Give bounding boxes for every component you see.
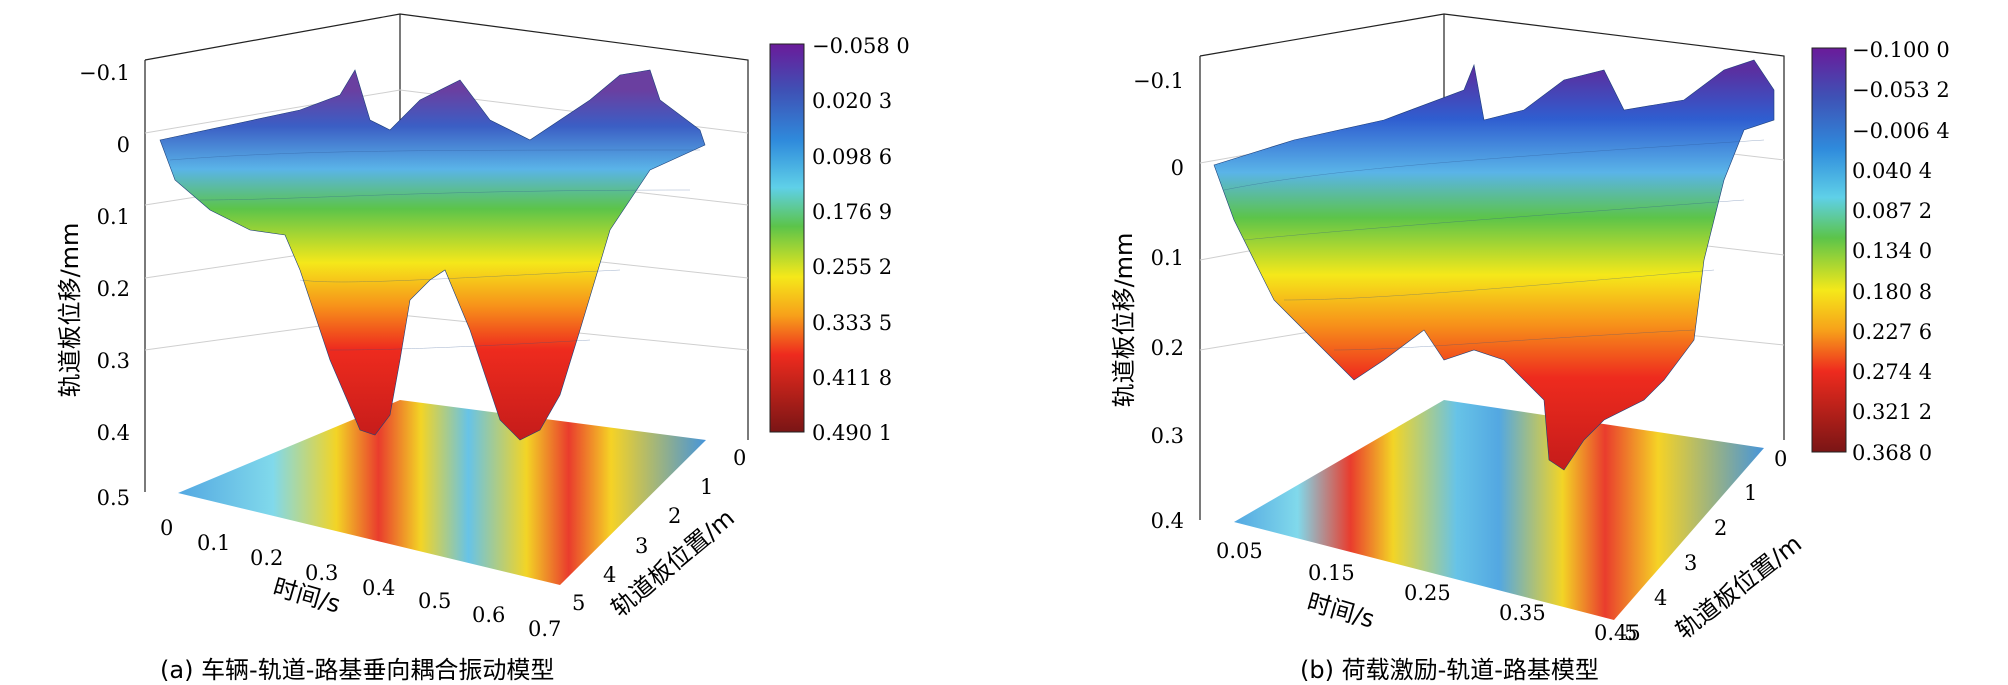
x-tick: 0.35 <box>1499 601 1546 625</box>
y-tick: 4 <box>1654 586 1667 610</box>
x-tick: 0.7 <box>528 617 561 641</box>
z-tick: −0.1 <box>79 61 130 85</box>
y-tick: 5 <box>1624 621 1637 645</box>
z-tick: 0.4 <box>97 421 130 445</box>
colorbar-tick: 0.176 9 <box>812 200 892 224</box>
x-tick: 0.1 <box>197 531 230 555</box>
caption-a: (a) 车辆-轨道-路基垂向耦合振动模型 <box>160 656 555 684</box>
colorbar-tick: −0.058 0 <box>812 34 910 58</box>
x-tick: 0 <box>160 516 173 540</box>
colorbar-b <box>1811 47 1847 453</box>
x-tick: 0.5 <box>418 589 451 613</box>
z-tick: 0.2 <box>97 277 130 301</box>
x-ticks-b: 0.05 0.15 0.25 0.35 0.45 <box>1216 539 1641 645</box>
z-axis-label-b: 轨道板位移/mm <box>1110 233 1138 408</box>
colorbar-tick: 0.333 5 <box>812 311 892 335</box>
panel-a: −0.1 0 0.1 0.2 0.3 0.4 0.5 轨道板位移/mm 0 0.… <box>56 13 910 684</box>
x-tick: 0.05 <box>1216 539 1263 563</box>
colorbar-tick: 0.368 0 <box>1852 441 1932 465</box>
contour-floor-b <box>1234 400 1764 620</box>
panel-b: −0.1 0 0.1 0.2 0.3 0.4 轨道板位移/mm 0.05 0.1… <box>1004 0 2008 685</box>
surface-b <box>1213 59 1775 471</box>
colorbar-tick: 0.040 4 <box>1852 159 1932 183</box>
z-tick: 0 <box>117 133 130 157</box>
y-tick: 2 <box>1714 516 1727 540</box>
z-ticks-b: −0.1 0 0.1 0.2 0.3 0.4 <box>1133 69 1184 533</box>
y-ticks-b: 5 4 3 2 1 0 <box>1624 447 1787 645</box>
z-tick: 0.5 <box>97 486 130 510</box>
z-ticks-a: −0.1 0 0.1 0.2 0.3 0.4 0.5 <box>79 61 130 510</box>
colorbar-tick: 0.255 2 <box>812 255 892 279</box>
colorbar-ticks-b: −0.100 0 −0.053 2 −0.006 4 0.040 4 0.087… <box>1852 38 1950 465</box>
y-tick: 0 <box>733 446 746 470</box>
x-tick: 0.3 <box>305 561 338 585</box>
y-tick: 5 <box>572 591 585 615</box>
colorbar-tick: −0.100 0 <box>1852 38 1950 62</box>
colorbar-tick: 0.490 1 <box>812 421 892 445</box>
colorbar-tick: 0.020 3 <box>812 89 892 113</box>
colorbar-tick: −0.053 2 <box>1852 78 1950 102</box>
surface-chart-a: −0.1 0 0.1 0.2 0.3 0.4 0.5 轨道板位移/mm 0 0.… <box>56 13 910 641</box>
z-axis-label-a: 轨道板位移/mm <box>56 223 84 398</box>
colorbar-a <box>769 43 805 433</box>
x-ticks-a: 0 0.1 0.2 0.3 0.4 0.5 0.6 0.7 <box>160 516 561 641</box>
y-tick: 3 <box>1684 551 1697 575</box>
z-tick: 0.4 <box>1151 509 1184 533</box>
x-axis-label-b: 时间/s <box>1304 588 1378 634</box>
colorbar-tick: −0.006 4 <box>1852 119 1950 143</box>
caption-b: (b) 荷载激励-轨道-路基模型 <box>1300 656 1599 684</box>
y-axis-label-b: 轨道板位置/m <box>1670 529 1807 644</box>
colorbar-tick: 0.180 8 <box>1852 280 1932 304</box>
z-tick: 0.1 <box>97 205 130 229</box>
y-tick: 1 <box>1744 481 1757 505</box>
colorbar-tick: 0.227 6 <box>1852 320 1932 344</box>
colorbar-tick: 0.098 6 <box>812 145 892 169</box>
y-tick: 3 <box>635 534 648 558</box>
z-tick: 0.3 <box>1151 424 1184 448</box>
x-tick: 0.2 <box>250 546 283 570</box>
y-tick: 4 <box>603 563 616 587</box>
z-tick: 0.3 <box>97 349 130 373</box>
colorbar-tick: 0.274 4 <box>1852 360 1932 384</box>
surface-chart-b: −0.1 0 0.1 0.2 0.3 0.4 轨道板位移/mm 0.05 0.1… <box>1110 13 1950 645</box>
x-tick: 0.6 <box>472 603 505 627</box>
surface-a <box>159 69 706 441</box>
y-ticks-a: 5 4 3 2 1 0 <box>572 446 746 615</box>
colorbar-tick: 0.411 8 <box>812 366 892 390</box>
contour-floor-a <box>178 400 706 585</box>
y-tick: 0 <box>1774 447 1787 471</box>
y-tick: 1 <box>700 475 713 499</box>
z-tick: 0 <box>1171 156 1184 180</box>
colorbar-tick: 0.087 2 <box>1852 199 1932 223</box>
x-tick: 0.15 <box>1308 561 1355 585</box>
z-tick: −0.1 <box>1133 69 1184 93</box>
x-tick: 0.4 <box>362 576 395 600</box>
colorbar-tick: 0.134 0 <box>1852 239 1932 263</box>
z-tick: 0.1 <box>1151 246 1184 270</box>
x-tick: 0.25 <box>1404 581 1451 605</box>
x-tick: 0.45 <box>1594 621 1641 645</box>
z-tick: 0.2 <box>1151 336 1184 360</box>
y-tick: 2 <box>668 504 681 528</box>
colorbar-tick: 0.321 2 <box>1852 400 1932 424</box>
colorbar-ticks-a: −0.058 0 0.020 3 0.098 6 0.176 9 0.255 2… <box>812 34 910 445</box>
